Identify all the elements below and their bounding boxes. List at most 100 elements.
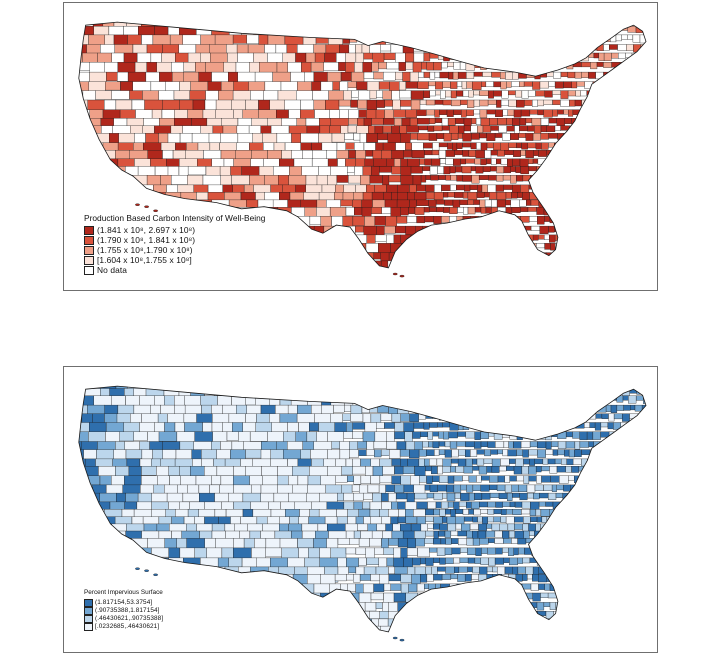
county-cell — [125, 449, 143, 459]
county-cell — [319, 547, 331, 560]
county-cell — [512, 395, 522, 403]
county-cell — [497, 566, 506, 575]
county-cell — [597, 207, 607, 214]
county-cell — [473, 109, 481, 115]
county-cell — [468, 90, 474, 98]
legend-item: (.46430621,.90735388] — [84, 615, 163, 624]
county-cell — [584, 142, 592, 150]
county-cell — [78, 625, 84, 632]
county-cell — [623, 17, 628, 22]
county-cell — [429, 225, 438, 232]
county-cell — [595, 484, 603, 490]
county-cell — [371, 207, 382, 214]
county-cell — [565, 34, 573, 41]
county-cell — [417, 133, 430, 141]
county-cell — [494, 625, 500, 632]
county-cell — [469, 184, 478, 190]
county-cell — [409, 71, 419, 83]
county-cell — [397, 516, 406, 523]
county-cell — [517, 192, 523, 198]
county-cell — [556, 592, 563, 599]
county-cell — [450, 175, 457, 181]
county-cell — [632, 216, 639, 223]
county-cell — [543, 602, 551, 607]
county-cell — [379, 166, 392, 173]
county-cell — [413, 52, 425, 63]
county-cell — [645, 90, 647, 97]
county-cell — [496, 404, 506, 412]
county-cell — [535, 523, 541, 532]
county-cell — [571, 184, 580, 192]
county-cell — [268, 268, 284, 281]
county-cell — [432, 142, 440, 151]
county-cell — [88, 501, 99, 513]
county-cell — [582, 199, 590, 205]
county-cell — [500, 81, 507, 90]
county-cell — [413, 44, 424, 52]
county-cell — [125, 557, 145, 570]
county-cell — [623, 99, 633, 108]
county-cell — [518, 26, 526, 32]
county-cell — [626, 216, 633, 222]
county-cell — [295, 22, 312, 27]
county-cell — [618, 125, 628, 134]
county-cell — [626, 583, 636, 592]
county-cell — [481, 81, 487, 87]
county-cell — [532, 574, 539, 582]
county-cell — [370, 475, 381, 485]
county-cell — [496, 243, 506, 251]
county-cell — [627, 557, 635, 563]
county-cell — [609, 636, 616, 641]
county-cell — [600, 199, 610, 205]
county-cell — [190, 466, 205, 476]
county-cell — [220, 611, 231, 624]
county-cell — [438, 388, 447, 396]
county-cell — [645, 207, 647, 215]
county-cell — [589, 99, 598, 108]
county-cell — [441, 184, 451, 191]
county-cell — [108, 175, 121, 185]
county-cell — [645, 557, 647, 563]
county-cell — [468, 234, 475, 242]
county-cell — [633, 260, 641, 268]
county-cell — [426, 449, 435, 456]
county-cell — [382, 602, 389, 613]
county-cell — [508, 547, 514, 556]
county-cell — [453, 388, 461, 395]
county-cell — [605, 125, 614, 132]
county-cell — [275, 234, 289, 249]
county-cell — [544, 44, 552, 52]
county-cell — [485, 81, 494, 87]
county-cell — [399, 81, 407, 91]
county-cell — [489, 118, 498, 126]
county-cell — [452, 592, 461, 601]
county-cell — [250, 431, 268, 442]
county-cell — [500, 71, 506, 80]
county-cell — [391, 475, 401, 485]
county-cell — [78, 118, 90, 132]
county-cell — [609, 118, 616, 125]
county-cell — [314, 234, 334, 249]
county-cell — [575, 199, 583, 208]
county-cell — [500, 142, 509, 151]
county-cell — [365, 547, 375, 560]
county-cell — [394, 158, 401, 167]
county-cell — [524, 26, 531, 31]
county-cell — [527, 268, 534, 276]
county-cell — [555, 404, 564, 414]
island-shape — [144, 205, 150, 208]
county-cell — [642, 602, 647, 609]
county-cell — [386, 62, 400, 70]
county-cell — [78, 404, 88, 415]
county-cell — [647, 226, 652, 231]
county-cell — [512, 71, 519, 80]
county-cell — [374, 184, 387, 193]
county-cell — [508, 422, 517, 429]
county-cell — [604, 158, 613, 166]
county-cell — [540, 509, 550, 517]
county-cell — [610, 449, 619, 457]
county-cell — [341, 466, 353, 476]
county-cell — [509, 388, 515, 394]
county-cell — [608, 386, 616, 389]
county-cell — [514, 501, 523, 508]
